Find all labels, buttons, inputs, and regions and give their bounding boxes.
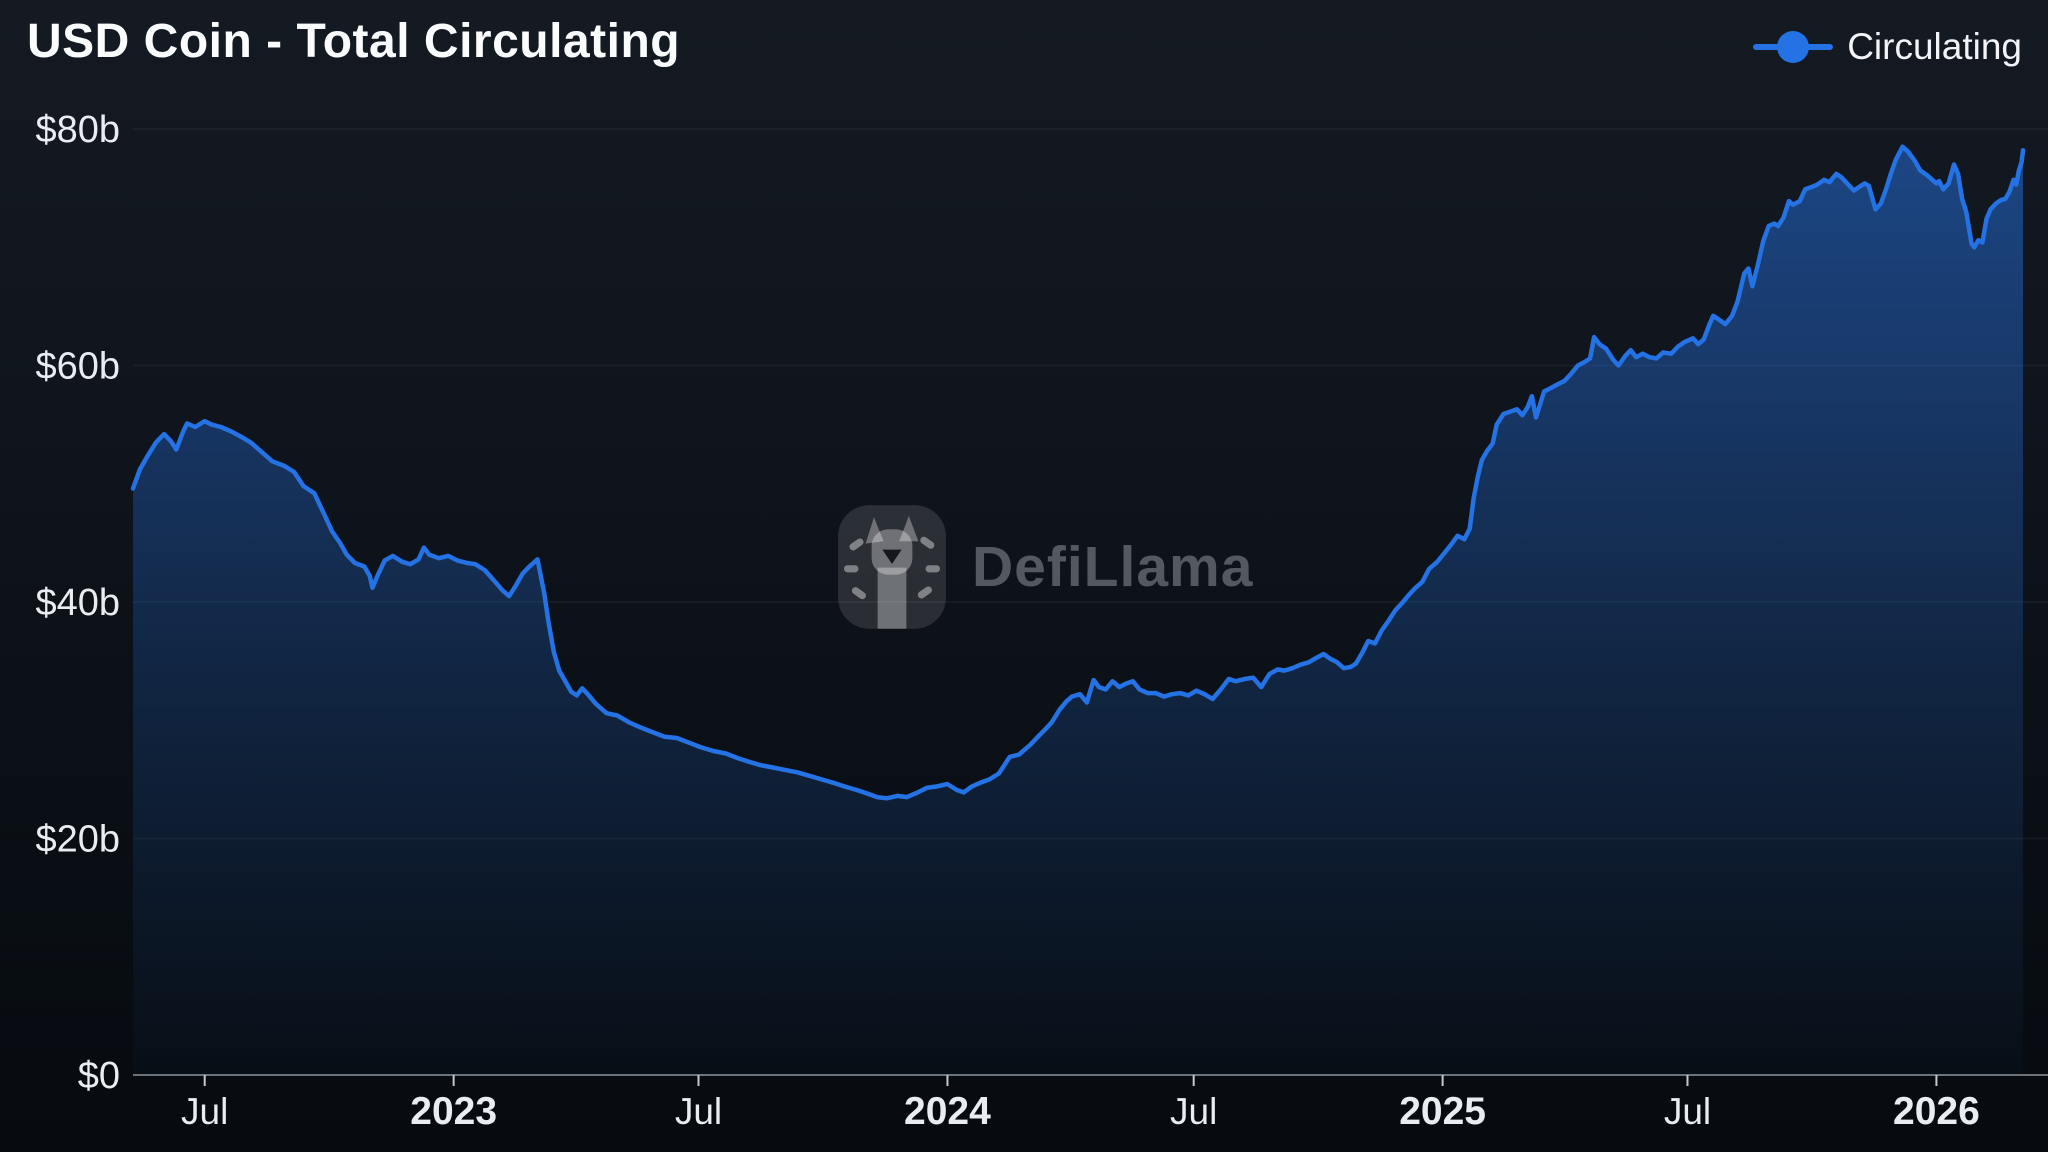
legend-marker-icon [1753, 31, 1834, 63]
y-axis-label-$40b: $40b [35, 582, 120, 624]
y-axis-label-$60b: $60b [35, 346, 120, 388]
x-axis-label-2025: 2025 [1399, 1090, 1486, 1133]
y-axis-labels: $0 $20b $40b $60b $80b [35, 109, 120, 1097]
legend-item-circulating[interactable]: Circulating [1753, 24, 2022, 70]
y-axis-label-$20b: $20b [35, 819, 120, 861]
x-axis-label-Jul: Jul [675, 1091, 722, 1132]
x-axis-label-Jul: Jul [1664, 1091, 1711, 1132]
circulating-area-fill [133, 146, 2023, 1075]
x-axis-tick-marks [203, 1075, 1938, 1086]
x-axis-label-2026: 2026 [1893, 1090, 1980, 1133]
x-axis-label-Jul: Jul [1170, 1091, 1217, 1132]
x-axis-labels: Jul 2023 Jul 2024 Jul 2025 Jul 2026 [181, 1090, 1980, 1133]
legend-dot-icon [1777, 31, 1810, 63]
chart-title: USD Coin - Total Circulating [27, 15, 681, 68]
x-axis-label-2023: 2023 [410, 1090, 497, 1133]
circulating-line[interactable] [130, 144, 2026, 801]
x-axis-label-2024: 2024 [904, 1090, 991, 1133]
legend-label: Circulating [1847, 26, 2022, 67]
y-axis-label-$0: $0 [78, 1055, 120, 1097]
x-axis-label-Jul: Jul [181, 1091, 228, 1132]
y-axis-label-$80b: $80b [35, 109, 120, 151]
